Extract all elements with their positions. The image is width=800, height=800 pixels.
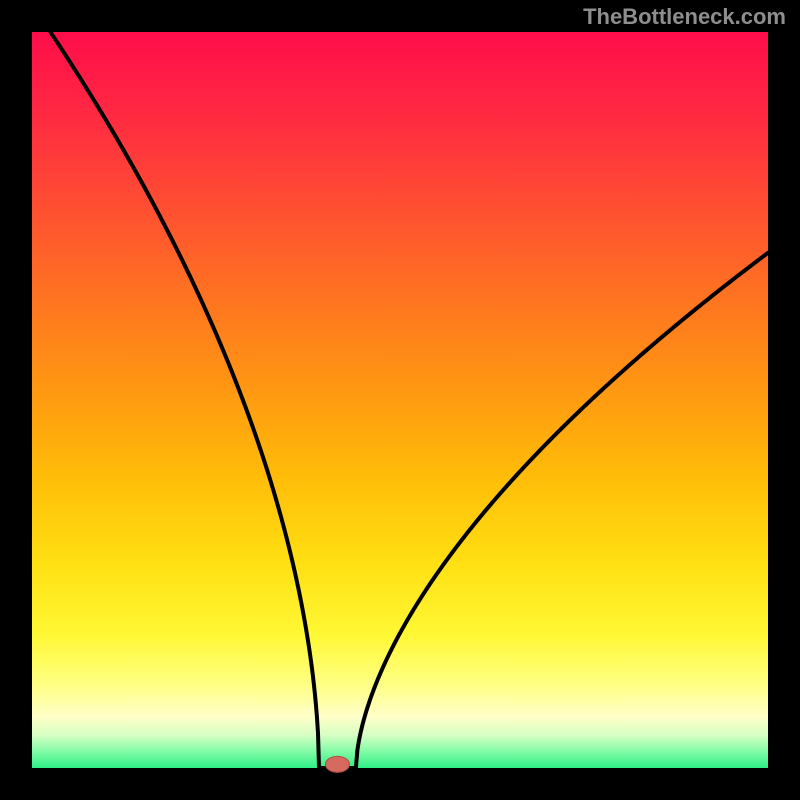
- chart-container: { "watermark": { "text": "TheBottleneck.…: [0, 0, 800, 800]
- plot-background: [32, 32, 768, 768]
- watermark-text: TheBottleneck.com: [583, 4, 786, 30]
- optimal-point-marker: [325, 756, 349, 772]
- bottleneck-chart: [0, 0, 800, 800]
